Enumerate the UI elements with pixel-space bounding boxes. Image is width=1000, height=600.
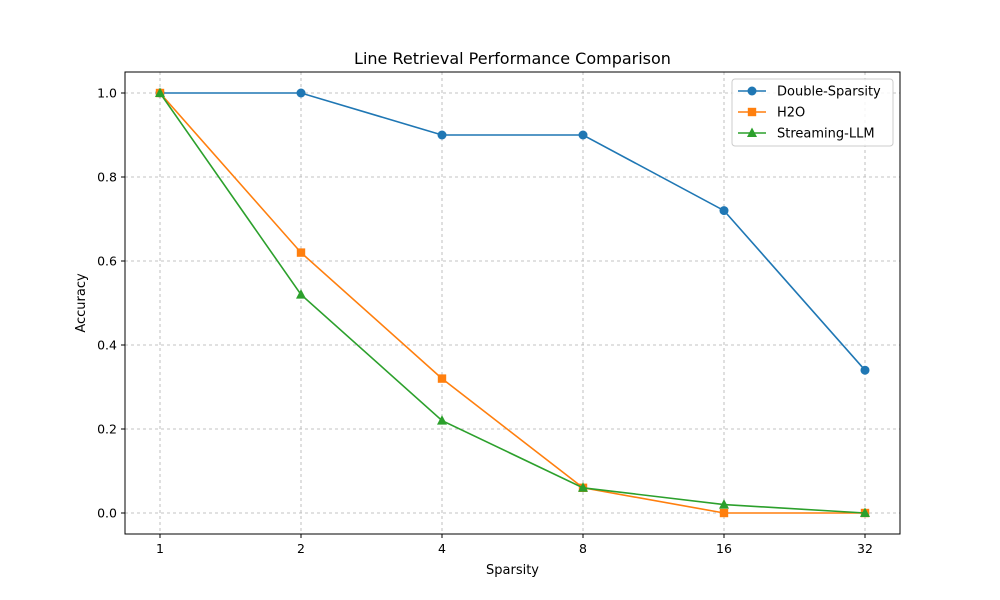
series-3	[155, 87, 870, 517]
x-axis-label: Sparsity	[486, 563, 539, 578]
plot-frame	[124, 71, 901, 535]
series-2	[155, 88, 870, 518]
x-axis: 1 2 4 8 16 32	[156, 534, 873, 556]
x-tick-label: 4	[438, 541, 446, 556]
data-point	[296, 88, 306, 98]
data-point	[296, 248, 306, 257]
data-point	[578, 482, 588, 492]
x-tick-label: 1	[156, 541, 164, 556]
legend-marker	[747, 127, 757, 137]
series-1	[155, 88, 870, 375]
y-tick-label: 0.8	[97, 170, 117, 185]
y-axis-label: Accuracy	[74, 273, 89, 333]
legend-item: Streaming-LLM	[738, 127, 875, 142]
x-tick-label: 32	[857, 541, 873, 556]
data-point	[437, 415, 447, 425]
data-point	[860, 365, 870, 375]
data-point	[578, 130, 588, 140]
legend-item: H2O	[738, 106, 805, 121]
legend-marker	[747, 107, 757, 117]
x-tick-label: 2	[297, 541, 305, 556]
y-tick-label: 0.2	[97, 422, 117, 437]
legend-box	[731, 78, 894, 147]
series-line	[160, 92, 866, 371]
y-axis: 0.0 0.2 0.4 0.6 0.8 1.0	[97, 86, 125, 521]
series-line	[159, 92, 865, 514]
data-point	[860, 507, 870, 517]
x-tick-label: 8	[579, 541, 587, 556]
y-tick-label: 0.4	[97, 338, 117, 353]
y-tick-label: 1.0	[97, 86, 117, 101]
y-tick-label: 0.6	[97, 254, 117, 269]
data-point	[719, 499, 729, 509]
data-point	[437, 374, 447, 383]
data-point	[719, 206, 729, 216]
legend-label: H2O	[777, 106, 805, 121]
series-group	[155, 87, 870, 518]
legend-marker	[747, 86, 757, 96]
x-tick-label: 16	[716, 541, 732, 556]
data-point	[296, 289, 306, 299]
legend: Double-Sparsity H2O Streaming-LLM	[731, 78, 894, 147]
series-line	[159, 92, 866, 514]
legend-label: Streaming-LLM	[777, 127, 875, 142]
legend-label: Double-Sparsity	[777, 85, 881, 100]
data-point	[437, 130, 447, 140]
y-tick-label: 0.0	[97, 506, 117, 521]
grid	[125, 72, 900, 534]
chart-title: Line Retrieval Performance Comparison	[354, 49, 671, 68]
legend-item: Double-Sparsity	[738, 85, 881, 100]
data-point	[719, 508, 729, 518]
data-point	[155, 87, 165, 97]
